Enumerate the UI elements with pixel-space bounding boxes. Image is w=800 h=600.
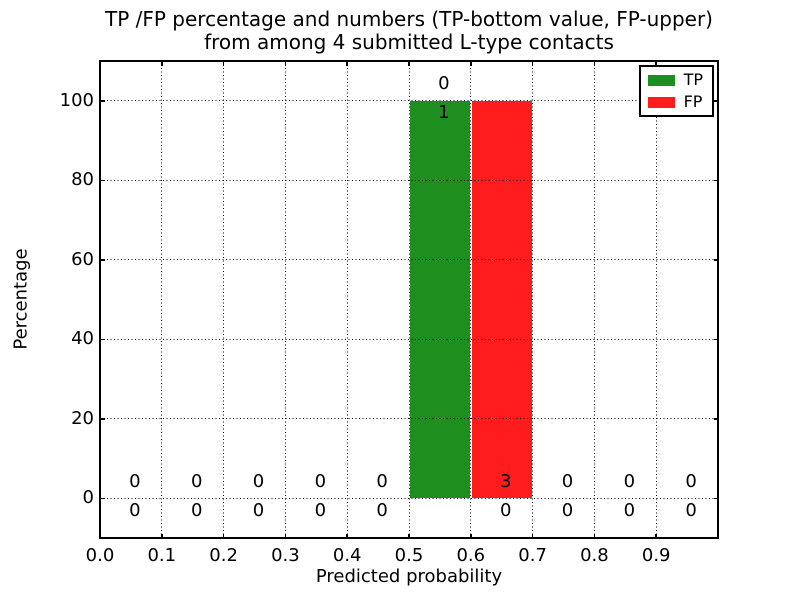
tp-count-label: 0 xyxy=(685,499,697,521)
fp-count-label: 0 xyxy=(561,470,574,492)
x-tick-mark-bottom xyxy=(470,533,472,538)
gridline-vertical xyxy=(532,61,534,538)
plot-area: 0 0 0 0 0 0 0 0 0 0 0 1 3 0 0 0 0 0 0 0 TP FP xyxy=(99,60,719,539)
x-tick-mark-top xyxy=(161,61,163,66)
x-tick-label: 0.6 xyxy=(456,545,486,566)
gridline-horizontal xyxy=(100,259,718,261)
y-tick-mark-left xyxy=(100,100,105,102)
x-tick-label: 0.5 xyxy=(394,545,424,566)
x-tick-mark-top xyxy=(470,61,472,66)
x-tick-mark-top xyxy=(284,61,287,66)
fp-count-label: 0 xyxy=(252,470,265,492)
x-tick-mark-top xyxy=(655,61,657,66)
y-tick-label: 40 xyxy=(71,328,94,350)
y-tick-mark-right xyxy=(713,100,718,102)
gridline-vertical xyxy=(470,61,472,538)
x-tick-label: 0.8 xyxy=(580,545,609,566)
y-tick-mark-left xyxy=(100,259,105,261)
fp-count-label: 0 xyxy=(685,470,697,492)
legend-row: TP xyxy=(647,70,703,89)
x-tick-label: 0.4 xyxy=(332,545,362,566)
x-tick-label: 0.1 xyxy=(147,545,177,566)
gridline-vertical xyxy=(593,61,595,538)
tp-count-label: 0 xyxy=(190,499,203,521)
tp-count-label: 0 xyxy=(314,499,327,521)
fp-count-label: 0 xyxy=(314,470,327,492)
y-tick-mark-left xyxy=(100,497,105,499)
gridline-vertical xyxy=(223,61,225,538)
x-axis-label: Predicted probability xyxy=(315,566,503,587)
tp-count-label: 0 xyxy=(499,499,512,521)
fp-count-label: 0 xyxy=(190,470,203,492)
gridline-horizontal xyxy=(100,338,718,340)
y-tick-label: 0 xyxy=(82,487,94,509)
x-tick-label: 0.9 xyxy=(641,545,671,566)
fp-count-label: 0 xyxy=(438,73,450,95)
grid-layer xyxy=(100,61,718,538)
x-tick-mark-bottom xyxy=(593,533,596,538)
tp-count-label: 0 xyxy=(252,499,265,521)
gridline-horizontal xyxy=(100,179,718,181)
gridline-vertical xyxy=(161,61,163,538)
legend: TP FP xyxy=(638,65,714,117)
x-tick-mark-top xyxy=(222,61,225,66)
x-tick-label: 0.7 xyxy=(518,545,547,566)
legend-tp-swatch-icon xyxy=(647,74,675,86)
x-tick-mark-bottom xyxy=(408,533,410,538)
x-tick-mark-top xyxy=(531,61,534,66)
chart-title-line2: from among 4 submitted L-type contacts xyxy=(204,30,614,54)
y-tick-mark-left xyxy=(100,179,105,181)
gridline-horizontal xyxy=(100,100,718,102)
tp-count-label: 0 xyxy=(623,499,636,521)
legend-row: FP xyxy=(647,92,703,111)
y-tick-mark-right xyxy=(713,259,718,261)
gridline-horizontal xyxy=(100,497,718,499)
x-tick-label: 0.0 xyxy=(85,545,115,566)
x-tick-mark-top xyxy=(408,61,410,66)
y-tick-mark-right xyxy=(713,497,718,499)
tp-count-label: 0 xyxy=(561,499,574,521)
legend-label: FP xyxy=(683,92,703,111)
y-tick-mark-left xyxy=(100,338,105,340)
x-tick-mark-top xyxy=(346,61,348,66)
y-tick-mark-right xyxy=(713,418,718,420)
gridline-horizontal xyxy=(100,418,718,420)
gridline-vertical xyxy=(408,61,410,538)
x-tick-label: 0.2 xyxy=(209,545,238,566)
x-tick-mark-bottom xyxy=(222,533,225,538)
y-tick-mark-right xyxy=(713,338,718,340)
fp-count-label: 3 xyxy=(499,470,512,492)
x-tick-mark-bottom xyxy=(284,533,287,538)
gridline-vertical xyxy=(284,61,286,538)
x-tick-mark-bottom xyxy=(346,533,348,538)
bars-layer xyxy=(100,61,718,538)
chart-title-line1: TP /FP percentage and numbers (TP-bottom… xyxy=(105,7,713,31)
tp-count-label: 0 xyxy=(376,499,388,521)
legend-label: TP xyxy=(683,70,703,89)
tp-count-label: 1 xyxy=(438,102,450,124)
x-tick-mark-bottom xyxy=(161,533,163,538)
fp-count-label: 0 xyxy=(623,470,636,492)
x-tick-mark-bottom xyxy=(655,533,657,538)
x-tick-mark-top xyxy=(593,61,596,66)
y-tick-label: 60 xyxy=(71,248,94,270)
fp-count-label: 0 xyxy=(129,470,141,492)
y-tick-mark-left xyxy=(100,418,105,420)
legend-fp-swatch-icon xyxy=(647,96,675,108)
annotations-layer: 0 0 0 0 0 0 0 0 0 0 0 1 3 0 0 0 0 0 0 0 xyxy=(100,61,718,538)
chart-title: TP /FP percentage and numbers (TP-bottom… xyxy=(100,8,718,54)
fp-count-label: 0 xyxy=(376,470,388,492)
tp-bar xyxy=(410,100,470,499)
y-tick-label: 80 xyxy=(71,169,94,191)
x-tick-label: 0.3 xyxy=(271,545,300,566)
y-tick-mark-right xyxy=(713,179,718,181)
x-tick-mark-bottom xyxy=(531,533,534,538)
y-tick-label: 100 xyxy=(59,89,94,111)
tp-count-label: 0 xyxy=(129,499,141,521)
gridline-vertical xyxy=(655,61,657,538)
y-tick-label: 20 xyxy=(71,407,94,429)
fp-bar xyxy=(471,100,532,499)
gridline-vertical xyxy=(346,61,348,538)
